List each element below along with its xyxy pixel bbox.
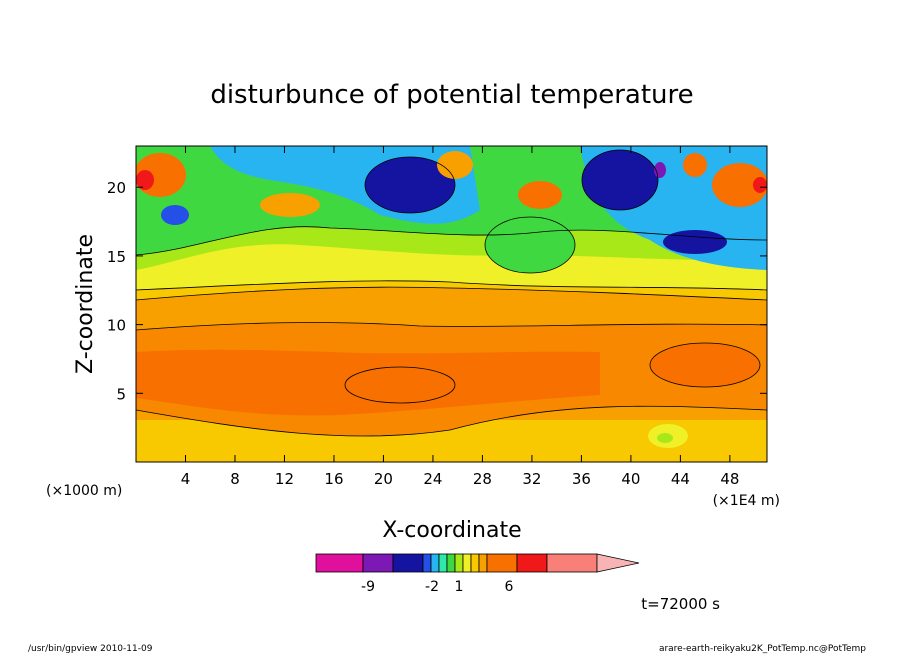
colorbar-bin xyxy=(392,553,424,573)
colorbar-bin xyxy=(454,553,464,573)
x-tick-label: 24 xyxy=(423,470,442,488)
colorbar-tick-label: -2 xyxy=(425,579,439,595)
y-tick-label: 10 xyxy=(107,317,126,335)
colorbar-extend-arrow xyxy=(596,553,640,573)
colorbar-bin xyxy=(362,553,394,573)
x-tick-label: 4 xyxy=(181,470,191,488)
x-tick-label: 12 xyxy=(275,470,294,488)
contour-field xyxy=(136,146,767,462)
x-tick-label: 16 xyxy=(324,470,343,488)
x-tick-label: 32 xyxy=(522,470,541,488)
colorbar-bin xyxy=(546,553,598,573)
footer-right: arare-earth-reikyaku2K_PotTemp.nc@PotTem… xyxy=(659,644,866,654)
colorbar-tick-label: 1 xyxy=(455,579,464,595)
x-unit-left: (×1000 m) xyxy=(46,483,122,499)
colorbar-bin xyxy=(486,553,518,573)
colorbar-bin xyxy=(422,553,432,573)
x-unit-right: (×1E4 m) xyxy=(713,493,780,509)
colorbar-tick-label: -9 xyxy=(361,579,375,595)
plot-frame xyxy=(135,145,768,463)
y-tick-label: 15 xyxy=(107,248,126,266)
colorbar-ticks: -9 -2 1 6 xyxy=(361,579,514,595)
colorbar xyxy=(315,553,640,573)
x-tick-label: 8 xyxy=(230,470,240,488)
x-tick-label: 20 xyxy=(374,470,393,488)
y-tick-label: 20 xyxy=(107,179,126,197)
x-axis: 4 8 12 16 20 24 28 32 36 40 44 48 xyxy=(181,146,739,488)
warm-cell-right xyxy=(650,343,760,387)
x-tick-label: 48 xyxy=(720,470,739,488)
x-tick-label: 40 xyxy=(621,470,640,488)
colorbar-bin xyxy=(446,553,456,573)
colorbar-bin xyxy=(478,553,488,573)
contour-lines xyxy=(136,149,767,437)
chart-title: disturbunce of potential temperature xyxy=(210,80,693,110)
colorbar-bin xyxy=(516,553,548,573)
y-axis: 5 10 15 20 xyxy=(107,179,767,403)
colorbar-bin xyxy=(315,553,364,573)
x-tick-label: 36 xyxy=(572,470,591,488)
colorbar-bin xyxy=(470,553,480,573)
x-tick-label: 28 xyxy=(473,470,492,488)
time-label: t=72000 s xyxy=(641,595,720,613)
colorbar-bin xyxy=(462,553,472,573)
colorbar-tick-label: 6 xyxy=(505,579,514,595)
x-axis-label: X-coordinate xyxy=(382,518,521,543)
y-axis-label: Z-coordinate xyxy=(73,234,98,374)
colorbar-bin xyxy=(438,553,448,573)
x-tick-label: 44 xyxy=(671,470,690,488)
footer-left: /usr/bin/gpview 2010-11-09 xyxy=(28,644,153,654)
colorbar-bin xyxy=(430,553,440,573)
y-tick-label: 5 xyxy=(116,385,126,403)
